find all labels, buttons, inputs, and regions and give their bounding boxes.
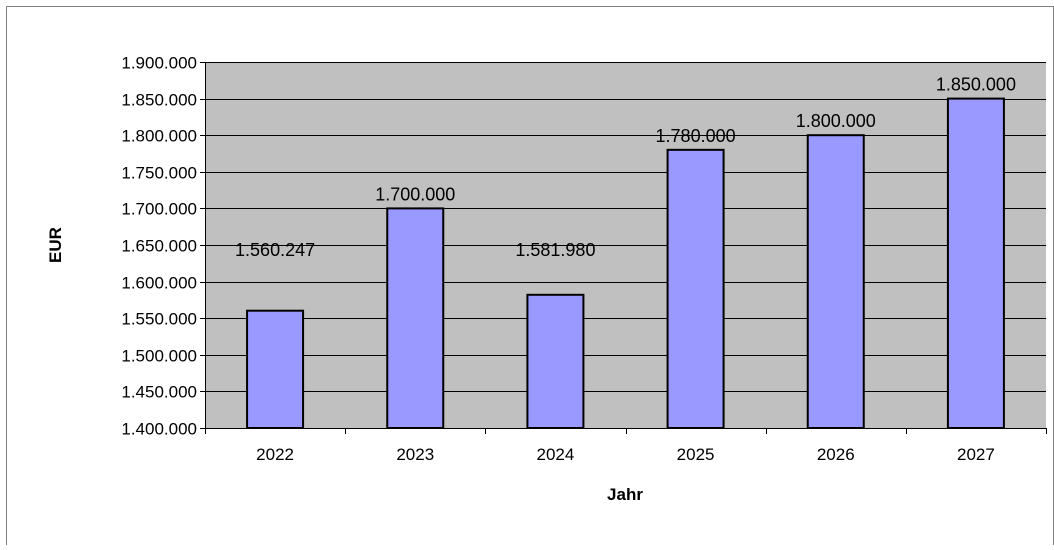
y-axis: 1.400.000 1.450.000 1.500.000 1.550.000 1.60… xyxy=(121,54,206,439)
bar-2025 xyxy=(666,148,725,429)
y-tick-label: 1.800.000 xyxy=(121,127,197,146)
y-tick-label: 1.450.000 xyxy=(121,383,197,402)
x-tick-label: 2025 xyxy=(677,445,715,464)
y-tick-label: 1.400.000 xyxy=(121,420,197,439)
y-tick-label: 1.550.000 xyxy=(121,310,197,329)
y-tick-label: 1.500.000 xyxy=(121,347,197,366)
bar-2023 xyxy=(386,207,445,429)
x-tick-label: 2026 xyxy=(817,445,855,464)
bar-2024 xyxy=(526,293,585,430)
x-tick-label: 2023 xyxy=(396,445,434,464)
data-label-2024: 1.581.980 xyxy=(515,240,595,260)
data-label-2026: 1.800.000 xyxy=(796,111,876,131)
y-axis-title: EUR xyxy=(46,227,65,263)
bar-2026 xyxy=(806,134,865,429)
x-tick-label: 2024 xyxy=(537,445,575,464)
bar-2027 xyxy=(946,97,1005,429)
y-tick-label: 1.750.000 xyxy=(121,164,197,183)
gridlines xyxy=(205,62,1046,392)
x-tick-label: 2027 xyxy=(957,445,995,464)
data-label-2025: 1.780.000 xyxy=(656,126,736,146)
x-axis: 2022 2023 2024 2025 2026 2027 xyxy=(205,428,1047,464)
data-label-2027: 1.850.000 xyxy=(936,75,1016,95)
y-tick-label: 1.650.000 xyxy=(121,237,197,256)
y-tick-label: 1.700.000 xyxy=(121,200,197,219)
bar-2022 xyxy=(246,309,305,429)
y-tick-label: 1.900.000 xyxy=(121,54,197,73)
data-labels: 1.560.247 1.700.000 1.581.980 1.780.000 1.80… xyxy=(235,75,1016,260)
data-label-2022: 1.560.247 xyxy=(235,240,315,260)
y-tick-label: 1.600.000 xyxy=(121,274,197,293)
y-tick-label: 1.850.000 xyxy=(121,91,197,110)
x-axis-title: Jahr xyxy=(607,485,643,504)
x-tick-label: 2022 xyxy=(256,445,294,464)
data-label-2023: 1.700.000 xyxy=(375,184,455,204)
